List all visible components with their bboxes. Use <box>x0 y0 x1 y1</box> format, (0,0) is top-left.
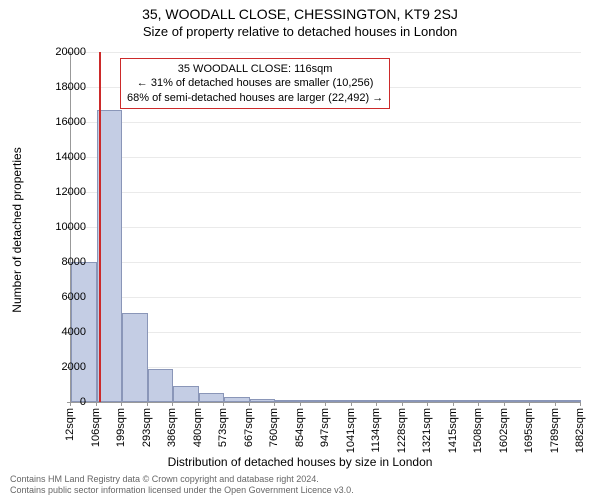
ytick-label: 0 <box>36 396 86 408</box>
histogram-bar <box>352 400 378 402</box>
footer-line1: Contains HM Land Registry data © Crown c… <box>10 474 354 485</box>
histogram-bar <box>224 397 250 402</box>
annotation-line3: 68% of semi-detached houses are larger (… <box>127 91 383 105</box>
xtick-mark <box>147 402 148 406</box>
xtick-mark <box>274 402 275 406</box>
chart-subtitle: Size of property relative to detached ho… <box>0 22 600 39</box>
y-axis-label: Number of detached properties <box>10 147 24 312</box>
xtick-label: 573sqm <box>217 408 229 447</box>
chart-title: 35, WOODALL CLOSE, CHESSINGTON, KT9 2SJ <box>0 0 600 22</box>
histogram-bar <box>148 369 174 402</box>
xtick-mark <box>529 402 530 406</box>
xtick-mark <box>96 402 97 406</box>
xtick-mark <box>223 402 224 406</box>
chart-container: 35, WOODALL CLOSE, CHESSINGTON, KT9 2SJ … <box>0 0 600 500</box>
xtick-mark <box>453 402 454 406</box>
xtick-label: 386sqm <box>166 408 178 447</box>
histogram-bar <box>301 400 327 402</box>
xtick-label: 760sqm <box>268 408 280 447</box>
histogram-bar <box>122 313 148 402</box>
gridline <box>71 227 581 228</box>
histogram-bar <box>173 386 199 402</box>
xtick-label: 667sqm <box>243 408 255 447</box>
xtick-label: 199sqm <box>115 408 127 447</box>
xtick-mark <box>172 402 173 406</box>
xtick-mark <box>351 402 352 406</box>
xtick-label: 947sqm <box>319 408 331 447</box>
xtick-label: 854sqm <box>294 408 306 447</box>
xtick-mark <box>402 402 403 406</box>
xtick-label: 1134sqm <box>370 408 382 452</box>
footer-line2: Contains public sector information licen… <box>10 485 354 496</box>
histogram-bar <box>377 400 403 402</box>
xtick-mark <box>555 402 556 406</box>
ytick-label: 2000 <box>36 361 86 373</box>
ytick-label: 14000 <box>36 151 86 163</box>
xtick-mark <box>427 402 428 406</box>
ytick-label: 20000 <box>36 46 86 58</box>
xtick-label: 106sqm <box>90 408 102 447</box>
histogram-bar <box>326 400 352 402</box>
ytick-label: 12000 <box>36 186 86 198</box>
xtick-mark <box>249 402 250 406</box>
histogram-bar <box>250 399 276 403</box>
gridline <box>71 52 581 53</box>
xtick-mark <box>300 402 301 406</box>
annotation-box: 35 WOODALL CLOSE: 116sqm ← 31% of detach… <box>120 58 390 109</box>
xtick-label: 1041sqm <box>345 408 357 453</box>
xtick-label: 1695sqm <box>523 408 535 453</box>
histogram-bar <box>479 400 505 402</box>
xtick-mark <box>376 402 377 406</box>
histogram-bar <box>454 400 480 402</box>
histogram-bar <box>530 400 556 402</box>
property-marker-line <box>99 52 101 402</box>
xtick-label: 12sqm <box>64 408 76 441</box>
xtick-label: 1508sqm <box>472 408 484 453</box>
histogram-bar <box>275 400 301 402</box>
ytick-label: 18000 <box>36 81 86 93</box>
histogram-bar <box>556 400 582 402</box>
gridline <box>71 332 581 333</box>
annotation-line1: 35 WOODALL CLOSE: 116sqm <box>127 62 383 76</box>
histogram-bar <box>505 400 531 402</box>
xtick-mark <box>121 402 122 406</box>
xtick-label: 1321sqm <box>421 408 433 453</box>
histogram-bar <box>428 400 454 402</box>
xtick-mark <box>580 402 581 406</box>
xtick-label: 1882sqm <box>574 408 586 453</box>
histogram-bar <box>403 400 429 402</box>
footer: Contains HM Land Registry data © Crown c… <box>10 474 354 496</box>
xtick-label: 1602sqm <box>498 408 510 453</box>
gridline <box>71 262 581 263</box>
xtick-mark <box>478 402 479 406</box>
ytick-label: 16000 <box>36 116 86 128</box>
ytick-label: 8000 <box>36 256 86 268</box>
xtick-mark <box>325 402 326 406</box>
annotation-line2: ← 31% of detached houses are smaller (10… <box>127 76 383 90</box>
ytick-label: 4000 <box>36 326 86 338</box>
ytick-label: 6000 <box>36 291 86 303</box>
xtick-mark <box>198 402 199 406</box>
ytick-label: 10000 <box>36 221 86 233</box>
gridline <box>71 122 581 123</box>
histogram-bar <box>199 393 225 402</box>
gridline <box>71 297 581 298</box>
gridline <box>71 157 581 158</box>
xtick-label: 1415sqm <box>447 408 459 453</box>
xtick-mark <box>504 402 505 406</box>
xtick-label: 293sqm <box>141 408 153 447</box>
gridline <box>71 192 581 193</box>
x-axis-label: Distribution of detached houses by size … <box>0 455 600 469</box>
xtick-label: 1789sqm <box>549 408 561 453</box>
xtick-label: 480sqm <box>192 408 204 447</box>
plot-area: 35 WOODALL CLOSE: 116sqm ← 31% of detach… <box>70 52 580 402</box>
xtick-label: 1228sqm <box>396 408 408 453</box>
